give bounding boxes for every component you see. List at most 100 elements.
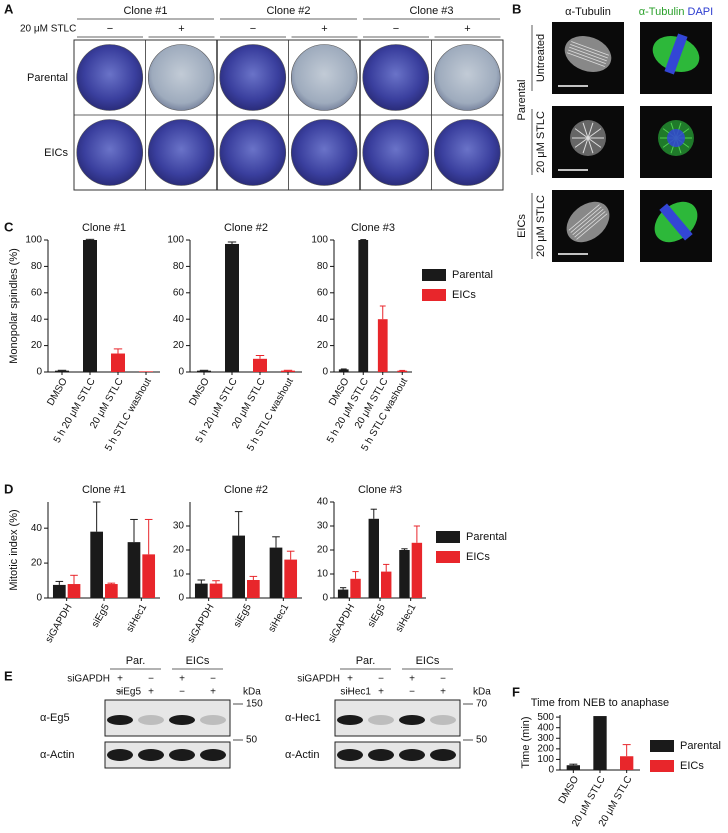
condition-label: +	[321, 23, 327, 35]
marker-label: 70	[476, 699, 488, 710]
bar	[566, 765, 580, 770]
y-tick-label: 0	[548, 765, 554, 776]
error-bar	[130, 518, 138, 543]
chart-title: Clone #3	[358, 484, 402, 496]
chart-title: Time from NEB to anaphase	[531, 697, 669, 709]
sirna-label: siHec1	[340, 687, 371, 698]
legend-label: Parental	[452, 269, 493, 281]
bar	[368, 518, 379, 598]
error-bar	[370, 508, 377, 519]
y-tick-label: 40	[317, 497, 329, 508]
well-image	[433, 44, 501, 111]
bar	[358, 240, 369, 372]
sirna-mark: +	[148, 687, 154, 698]
bar	[209, 583, 223, 598]
row-label: 20 μM STLC	[535, 111, 547, 173]
y-tick-label: 0	[36, 367, 42, 378]
bar	[377, 319, 388, 372]
y-tick-label: 10	[173, 569, 185, 580]
bar	[337, 589, 349, 598]
chart-title: Clone #2	[224, 222, 268, 234]
error-bar	[286, 550, 295, 560]
error-bar	[55, 580, 64, 585]
well-image	[433, 119, 501, 186]
y-tick-label: 10	[317, 569, 329, 580]
sirna-mark: −	[117, 687, 123, 698]
y-tick-label: 60	[173, 287, 185, 298]
legend-swatch	[436, 531, 460, 543]
sirna-mark: −	[210, 674, 216, 685]
legend-swatch	[422, 269, 446, 281]
error-bar	[144, 518, 153, 555]
group-label: Parental	[516, 80, 528, 121]
panel-label: E	[4, 668, 13, 683]
y-tick-label: 300	[537, 733, 554, 744]
legend-label: Parental	[466, 531, 507, 543]
header-part: α-Tubulin	[639, 6, 685, 18]
bar	[142, 554, 156, 598]
antibody-label: α-Hec1	[285, 712, 321, 724]
bar	[411, 542, 423, 598]
condition-label: +	[464, 23, 470, 35]
bar	[381, 571, 392, 598]
error-bar	[622, 744, 631, 757]
well-image	[76, 44, 144, 111]
fiber	[576, 213, 608, 240]
bar	[52, 584, 66, 598]
legend-label: Parental	[680, 740, 721, 752]
band	[107, 749, 133, 761]
fiber	[574, 137, 589, 148]
y-axis-label: Time (min)	[520, 716, 532, 768]
fiber	[574, 128, 589, 139]
fiber	[569, 46, 607, 62]
fiber	[574, 211, 606, 238]
group-label: Par.	[356, 655, 376, 667]
antibody-label: α-Eg5	[40, 712, 70, 724]
panel-label: B	[512, 1, 521, 16]
y-tick-label: 20	[173, 340, 185, 351]
error-bar	[85, 238, 95, 240]
sirna-mark: +	[117, 674, 123, 685]
fiber	[587, 137, 602, 148]
y-tick-label: 40	[31, 523, 43, 534]
column-header: α-Tubulin	[565, 6, 611, 18]
bar	[281, 370, 295, 372]
panel-label: A	[4, 1, 14, 16]
band	[368, 715, 394, 725]
y-tick-label: 100	[167, 235, 184, 246]
bar	[127, 542, 141, 598]
sirna-mark: +	[409, 674, 415, 685]
x-tick-label: siGAPDH	[326, 602, 357, 645]
fiber	[567, 52, 605, 67]
y-tick-label: 80	[31, 261, 43, 272]
antibody-label: α-Actin	[40, 749, 74, 761]
marker-label: 150	[246, 699, 263, 710]
y-tick-label: 100	[537, 754, 554, 765]
y-tick-label: 0	[178, 593, 184, 604]
y-tick-label: 400	[537, 722, 554, 733]
error-bar	[339, 587, 347, 590]
chart-title: Clone #2	[224, 484, 268, 496]
group-label: EICs	[186, 655, 210, 667]
fiber	[571, 41, 609, 56]
sirna-mark: −	[148, 674, 154, 685]
y-tick-label: 200	[537, 743, 554, 754]
x-tick-label: siGAPDH	[44, 602, 75, 645]
fiber	[587, 137, 594, 154]
band	[200, 715, 226, 725]
x-tick-label: DMSO	[45, 376, 70, 408]
sirna-mark: +	[210, 687, 216, 698]
fiber	[582, 122, 589, 139]
error-bar	[113, 348, 123, 354]
well-image	[147, 44, 215, 111]
row-label: 20 μM STLC	[535, 195, 547, 257]
error-bar	[401, 548, 408, 550]
legend-label: EICs	[452, 289, 476, 301]
dna	[664, 33, 688, 75]
error-bar	[234, 511, 243, 536]
sirna-mark: −	[440, 674, 446, 685]
band	[337, 715, 363, 725]
x-tick-label: DMSO	[187, 376, 212, 408]
clone-header: Clone #2	[266, 5, 310, 17]
